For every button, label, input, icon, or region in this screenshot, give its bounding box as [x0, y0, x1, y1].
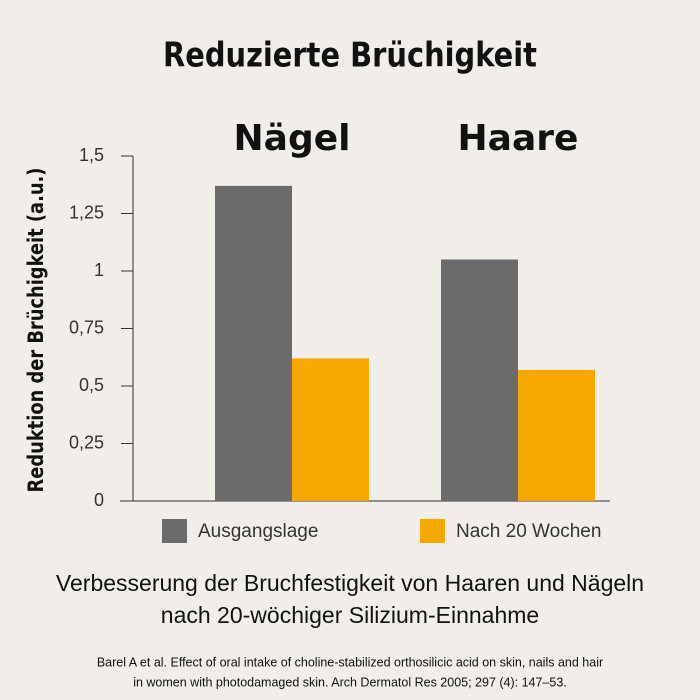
legend-swatch	[162, 519, 187, 543]
caption: nach 20-wöchiger Silizium-Einnahme	[161, 602, 539, 628]
source: in women with photodamaged skin. Arch De…	[133, 675, 567, 689]
caption: Verbesserung der Bruchfestigkeit von Haa…	[56, 570, 644, 596]
y-tick-label: 0,25	[69, 432, 104, 452]
legend-label: Ausgangslage	[198, 521, 318, 542]
y-tick-label: 1,5	[79, 145, 104, 165]
source: Barel A et al. Effect of oral intake of …	[97, 655, 603, 669]
bar	[292, 358, 369, 501]
chart-title: Reduzierte Brüchigkeit	[163, 37, 537, 76]
bar	[441, 259, 518, 501]
group-label: Haare	[458, 118, 579, 159]
bar	[518, 369, 595, 501]
y-tick-label: 1,25	[69, 202, 104, 222]
y-tick-label: 0,75	[69, 317, 104, 337]
bar	[215, 185, 292, 501]
y-tick-label: 1	[94, 260, 104, 280]
y-tick-label: 0	[94, 490, 104, 510]
legend-swatch	[420, 519, 445, 543]
y-axis-label: Reduktion der Brüchigkeit (a.u.)	[24, 168, 49, 493]
legend-label: Nach 20 Wochen	[456, 521, 601, 542]
group-label: Nägel	[234, 118, 351, 159]
y-tick-label: 0,5	[79, 375, 104, 395]
